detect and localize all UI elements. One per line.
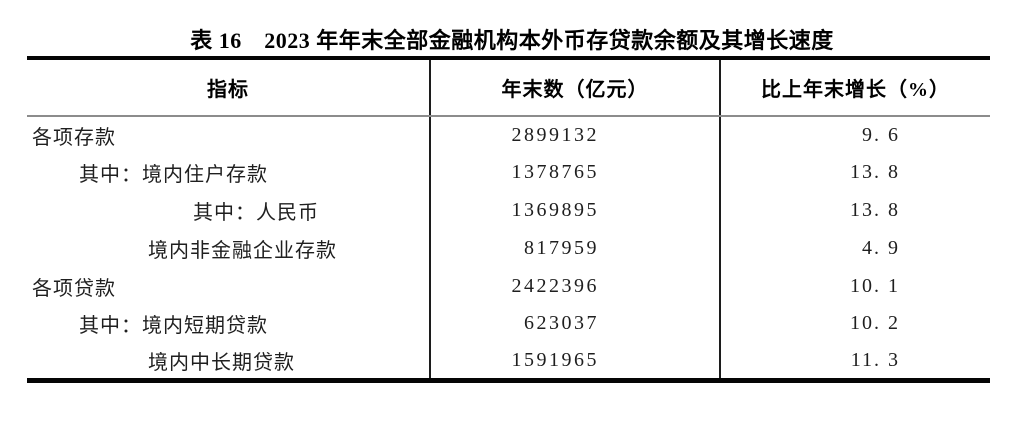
- indicator-cell: 其中：境内住户存款: [79, 164, 268, 187]
- column-header-indicator: 指标: [27, 58, 430, 117]
- table-row: 境内中长期贷款 1591965 11. 3: [27, 342, 990, 381]
- yearend-value-cell: 623037: [429, 304, 720, 343]
- indicator-cell: 境内中长期贷款: [148, 351, 295, 374]
- deposit-loan-table: 指标 年末数（亿元） 比上年末增长（%） 各项存款 2899132 9. 6 其中：境…: [27, 56, 990, 384]
- growth-cell: 11. 3: [719, 342, 990, 381]
- table-row: 其中：境内短期贷款 623037 10. 2: [27, 304, 990, 343]
- column-header-yearend-value: 年末数（亿元）: [429, 58, 720, 117]
- yearend-value-cell: 1378765: [429, 153, 720, 192]
- growth-cell: 4. 9: [719, 229, 990, 268]
- growth-cell: 13. 8: [719, 191, 990, 230]
- yearend-value-cell: 2422396: [429, 267, 720, 305]
- growth-cell: 10. 2: [719, 304, 990, 343]
- indicator-cell: 其中：人民币: [193, 201, 319, 224]
- indicator-cell: 各项存款: [32, 126, 116, 149]
- indicator-cell: 其中：境内短期贷款: [79, 315, 268, 338]
- yearend-value-cell: 1369895: [429, 191, 720, 230]
- table-row: 其中：人民币 1369895 13. 8: [27, 191, 990, 230]
- table-row: 其中：境内住户存款 1378765 13. 8: [27, 153, 990, 192]
- header-row: 指标 年末数（亿元） 比上年末增长（%）: [27, 58, 990, 117]
- table-row: 各项贷款 2422396 10. 1: [27, 267, 990, 305]
- yearend-value-cell: 1591965: [429, 342, 720, 381]
- indicator-cell: 境内非金融企业存款: [148, 239, 337, 262]
- growth-cell: 10. 1: [719, 267, 990, 305]
- table-row: 境内非金融企业存款 817959 4. 9: [27, 229, 990, 268]
- indicator-cell: 各项贷款: [32, 277, 116, 300]
- table-header: 指标 年末数（亿元） 比上年末增长（%）: [27, 58, 990, 117]
- table-row: 各项存款 2899132 9. 6: [27, 116, 990, 154]
- table-body: 各项存款 2899132 9. 6 其中：境内住户存款 1378765 13. 8 其中：人…: [27, 116, 990, 381]
- yearend-value-cell: 817959: [429, 229, 720, 268]
- growth-cell: 13. 8: [719, 153, 990, 192]
- column-header-growth: 比上年末增长（%）: [719, 58, 990, 117]
- yearend-value-cell: 2899132: [429, 116, 720, 154]
- table-title: 表 16 2023 年年末全部金融机构本外币存贷款余额及其增长速度: [190, 28, 834, 53]
- growth-cell: 9. 6: [719, 116, 990, 154]
